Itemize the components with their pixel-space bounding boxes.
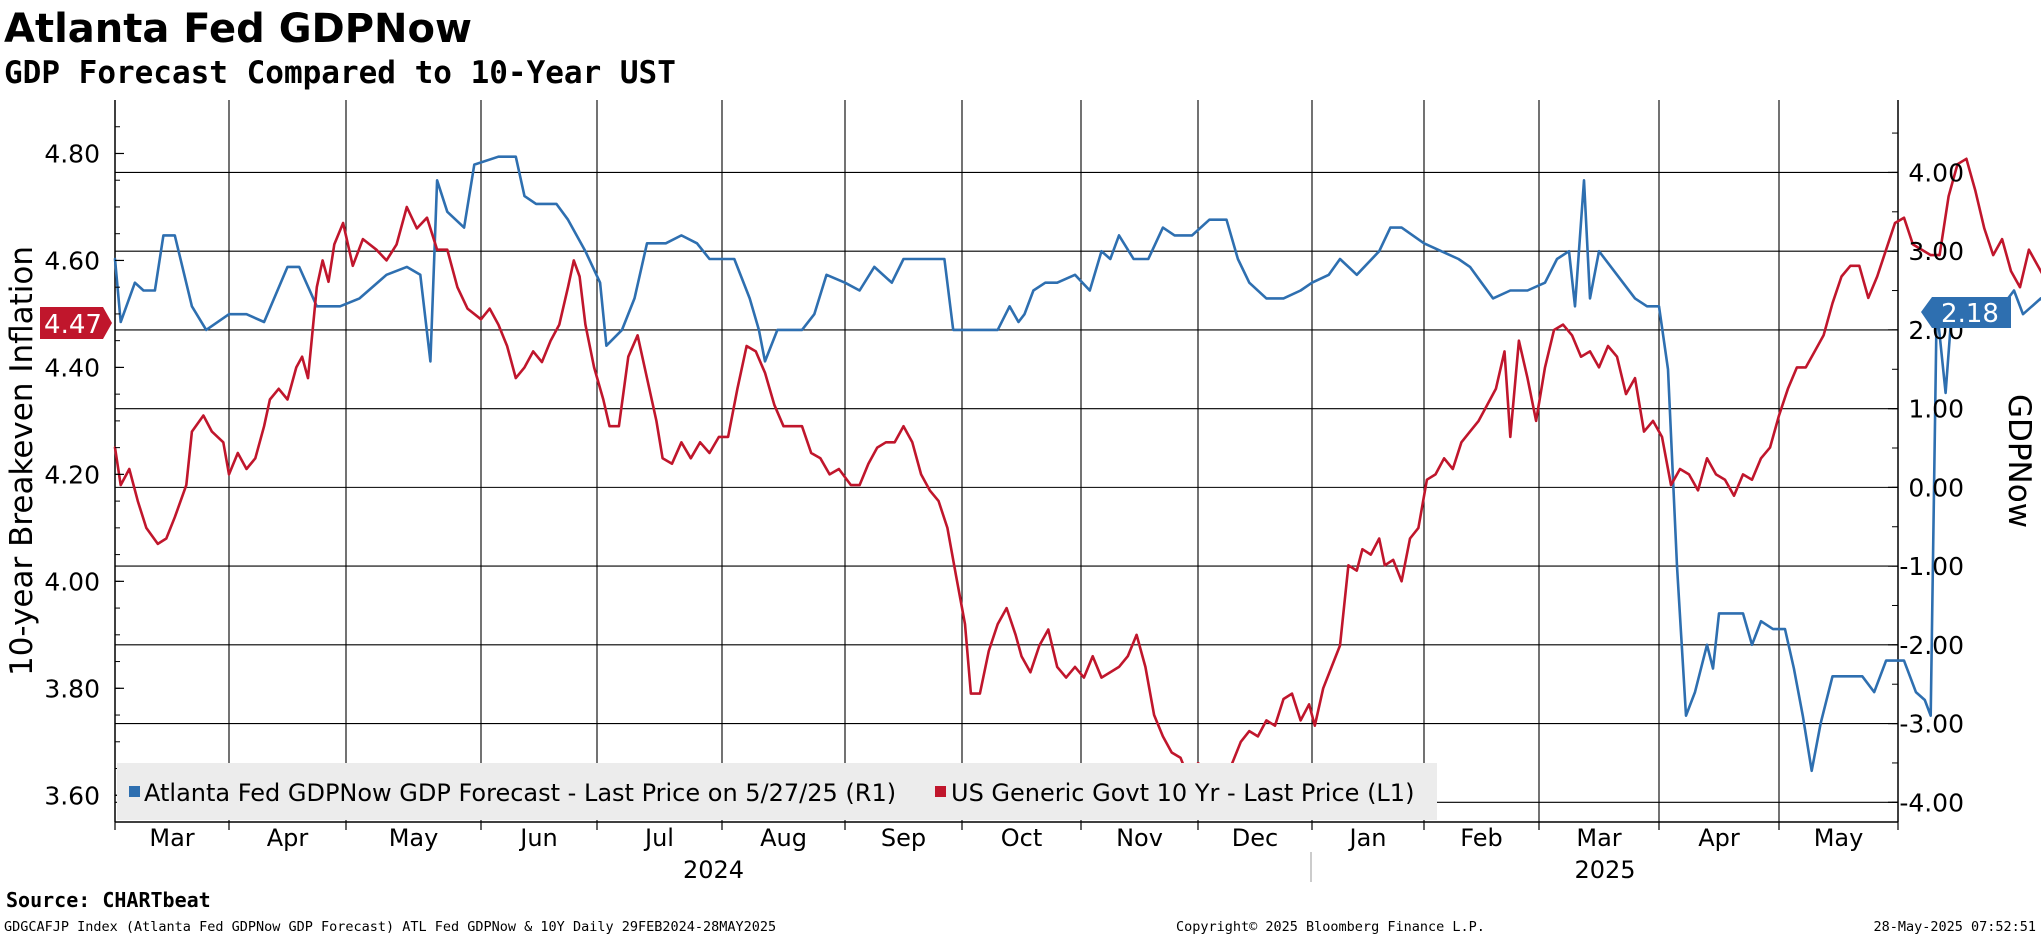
chart-subtitle: GDP Forecast Compared to 10-Year UST (4, 55, 676, 91)
right-last-value: 2.18 (1941, 299, 1999, 329)
right-tick-label: 0.00 (1908, 473, 1964, 502)
horizontal-gridlines (115, 171, 1898, 803)
x-tick-label: Dec (1232, 824, 1278, 852)
left-axis-ticks: 4.80 4.60 4.40 4.20 4.00 3.80 3.60 (44, 126, 124, 810)
left-tick-label: 4.40 (44, 353, 100, 382)
export-timestamp: 28-May-2025 07:52:51 (1873, 919, 2036, 935)
x-tick-label: Nov (1116, 824, 1163, 852)
legend-background (117, 763, 1437, 820)
x-tick-label: Sep (881, 824, 926, 852)
right-tick-label: -1.00 (1899, 552, 1964, 581)
legend-label-ust: US Generic Govt 10 Yr - Last Price (L1) (951, 779, 1414, 807)
left-last-value: 4.47 (44, 310, 102, 340)
legend-swatch-ust (935, 786, 946, 797)
x-tick-label: Aug (760, 824, 807, 852)
left-tick-label: 3.80 (44, 674, 100, 703)
vertical-gridlines (228, 100, 1780, 822)
x-tick-label: Feb (1460, 824, 1503, 852)
left-tick-label: 3.60 (44, 781, 100, 810)
x-tick-label: Mar (149, 824, 194, 852)
right-tick-label: -2.00 (1899, 631, 1964, 660)
copyright-notice: Copyright© 2025 Bloomberg Finance L.P. (1176, 919, 1485, 935)
left-axis-title: 10-year Breakeven Inflation (4, 246, 40, 676)
x-tick-label: Jan (1348, 824, 1387, 852)
x-year-label: 2024 (683, 856, 744, 884)
left-tick-label: 4.80 (44, 139, 100, 168)
right-axis-ticks: 4.003.002.001.000.00-1.00-2.00-3.00-4.00 (1888, 132, 1964, 817)
right-tick-label: 3.00 (1908, 237, 1964, 266)
x-tick-label: Oct (1001, 824, 1043, 852)
right-last-value-tag: 2.18 (1921, 297, 2011, 329)
left-tick-label: 4.00 (44, 567, 100, 596)
x-tick-label: Apr (1698, 824, 1740, 852)
index-description: GDGCAFJP Index (Atlanta Fed GDPNow GDP F… (4, 919, 776, 935)
chart-title: Atlanta Fed GDPNow (4, 6, 472, 52)
series-line-ust10y (113, 157, 2041, 786)
right-tick-label: 1.00 (1908, 395, 1964, 424)
x-tick-label: May (1814, 824, 1864, 852)
x-tick-label: Jun (518, 824, 558, 852)
left-last-value-tag: 4.47 (40, 307, 112, 340)
right-tick-label: -4.00 (1899, 788, 1964, 817)
right-axis-title: GDPNow (2001, 394, 2037, 528)
legend: Atlanta Fed GDPNow GDP Forecast - Last P… (117, 763, 1437, 820)
x-tick-label: Apr (267, 824, 309, 852)
series-layer (113, 155, 2041, 786)
left-tick-label: 4.60 (44, 246, 100, 275)
right-tick-label: -3.00 (1899, 710, 1964, 739)
legend-swatch-gdpnow (129, 786, 140, 797)
x-tick-label: Jul (643, 824, 674, 852)
x-axis-ticks: Mar Apr May Jun Jul Aug Sep Oct Nov Dec Jan Feb Mar A… (114, 822, 1899, 884)
plot-area (115, 100, 1898, 822)
series-line-gdpnow (113, 155, 2041, 773)
legend-label-gdpnow: Atlanta Fed GDPNow GDP Forecast - Last P… (144, 779, 896, 807)
right-tick-label: 4.00 (1908, 158, 1964, 187)
x-tick-label: May (389, 824, 439, 852)
source-label: Source: CHARTbeat (6, 888, 211, 912)
x-tick-label: Mar (1576, 824, 1621, 852)
left-tick-label: 4.20 (44, 460, 100, 489)
x-year-label: 2025 (1574, 856, 1635, 884)
